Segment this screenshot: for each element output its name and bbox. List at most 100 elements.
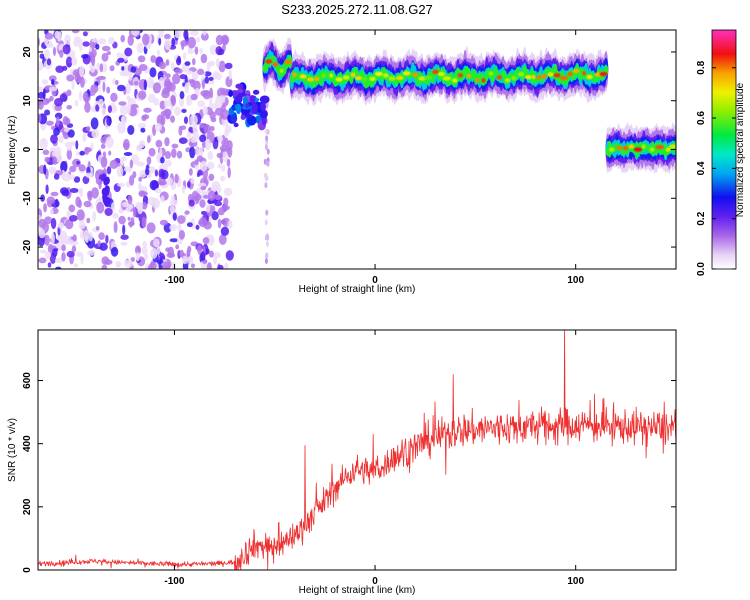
noise-blob — [51, 151, 59, 157]
main-line-core — [525, 75, 532, 80]
noise-blob — [65, 219, 74, 230]
noise-blob — [155, 139, 163, 148]
noise-blob — [149, 81, 155, 86]
noise-blob — [118, 208, 124, 214]
noise-blob — [112, 212, 119, 219]
noise-blob — [119, 104, 128, 116]
noise-blob — [190, 218, 196, 230]
noise-blob — [131, 154, 140, 165]
noise-blob — [128, 69, 133, 82]
noise-streak — [103, 177, 109, 186]
noise-blob — [50, 217, 57, 230]
main-line-core — [511, 76, 517, 81]
noise-blob — [197, 68, 205, 76]
noise-blob — [83, 200, 92, 208]
main-line-core — [360, 77, 368, 82]
noise-blob — [142, 240, 147, 248]
noise-blob — [59, 49, 64, 58]
noise-blob — [56, 116, 60, 127]
noise-blob — [44, 32, 54, 40]
main-line-core — [424, 75, 432, 80]
noise-blob — [62, 116, 69, 126]
main-line-core — [475, 77, 480, 83]
noise-blob — [86, 236, 96, 249]
noise-blob — [39, 138, 48, 150]
noise-blob — [208, 76, 214, 81]
noise-blob — [171, 143, 179, 149]
noise-blob — [215, 34, 224, 46]
noise-blob — [165, 247, 171, 252]
noise-blob — [96, 62, 101, 72]
noise-blob — [140, 127, 146, 133]
noise-blob — [160, 195, 165, 203]
noise-blob — [135, 201, 144, 210]
noise-blob — [179, 91, 185, 100]
main-line-core — [382, 73, 389, 78]
noise-blob — [85, 172, 93, 178]
noise-streak — [104, 198, 110, 207]
noise-blob — [182, 255, 188, 265]
noise-blob — [90, 51, 95, 64]
noise-blob — [97, 38, 107, 45]
noise-column — [264, 219, 268, 226]
noise-blob — [190, 177, 195, 184]
noise-blob — [46, 58, 52, 66]
noise-blob — [78, 90, 83, 102]
noise-blob — [195, 224, 200, 230]
noise-blob — [64, 142, 74, 148]
noise-blob — [174, 173, 179, 184]
noise-blob — [101, 107, 106, 116]
noise-blob — [127, 34, 134, 46]
onset-blob — [234, 94, 243, 104]
noise-blob — [186, 94, 193, 107]
noise-blob — [38, 257, 47, 264]
noise-blob — [211, 211, 219, 221]
noise-blob — [223, 187, 233, 197]
noise-blob — [66, 250, 75, 258]
noise-blob — [139, 169, 147, 178]
noise-blob — [38, 218, 46, 228]
noise-blob — [115, 79, 119, 86]
noise-blob — [68, 204, 76, 213]
noise-blob — [107, 105, 112, 113]
noise-blob — [91, 187, 99, 199]
noise-blob — [199, 47, 204, 54]
noise-blob — [72, 30, 80, 34]
noise-blob — [90, 117, 99, 130]
main-line-core — [374, 71, 383, 77]
noise-blob — [169, 205, 176, 213]
snr-frame — [37, 329, 677, 571]
noise-blob — [101, 264, 108, 269]
snr-marks — [38, 330, 676, 570]
noise-blob — [208, 250, 214, 258]
noise-column — [265, 135, 269, 142]
noise-blob — [206, 234, 215, 246]
noise-blob — [170, 196, 176, 201]
noise-blob — [60, 161, 68, 173]
noise-blob — [201, 32, 209, 41]
noise-blob — [158, 37, 162, 46]
noise-blob — [164, 33, 171, 40]
noise-blob — [165, 59, 169, 66]
noise-blob — [190, 263, 196, 269]
colorbar-tick-label: 0.2 — [696, 211, 707, 225]
noise-blob — [199, 160, 208, 172]
main-line-core — [547, 72, 554, 77]
noise-blob — [176, 150, 183, 159]
low-line-core — [655, 144, 664, 150]
main-line-core — [396, 75, 404, 81]
noise-blob — [118, 215, 126, 225]
y-tick-label: 0 — [22, 146, 33, 152]
main-line-core — [451, 78, 458, 83]
y-tick-label: 200 — [22, 498, 33, 515]
noise-blob — [170, 95, 176, 107]
noise-blob — [55, 266, 62, 269]
noise-blob — [109, 159, 119, 169]
noise-blob — [186, 70, 194, 75]
noise-blob — [159, 219, 168, 226]
noise-blob — [197, 244, 203, 255]
colorbar-tick-label: 0.0 — [696, 262, 707, 276]
noise-blob — [118, 101, 127, 106]
noise-blob — [215, 72, 222, 81]
noise-blob — [202, 237, 210, 245]
